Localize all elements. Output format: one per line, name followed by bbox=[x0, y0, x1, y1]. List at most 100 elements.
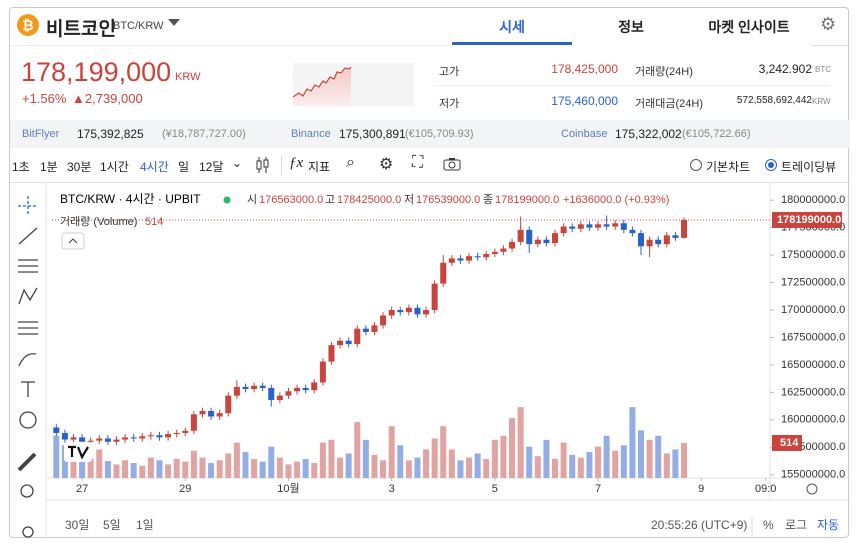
tool-icon[interactable]: ⛶ bbox=[412, 154, 424, 171]
range[interactable]: 30일 bbox=[65, 518, 89, 532]
volume-bar bbox=[431, 438, 438, 478]
scale-option[interactable]: 자동 bbox=[817, 518, 839, 532]
volume-bar bbox=[448, 449, 455, 478]
volume-bar bbox=[414, 457, 421, 478]
candle-body bbox=[646, 239, 653, 247]
sparkline-area bbox=[293, 67, 351, 106]
volume-bar bbox=[620, 445, 627, 478]
candle-body bbox=[233, 386, 240, 396]
tool-icon[interactable]: ⚙ bbox=[379, 156, 394, 173]
range[interactable]: 5일 bbox=[103, 518, 121, 532]
interval[interactable]: 12달 bbox=[199, 160, 224, 174]
volume-bar bbox=[104, 460, 111, 478]
volume-bar bbox=[577, 457, 584, 478]
candle-body bbox=[225, 395, 232, 414]
mode[interactable]: 트레이딩뷰 bbox=[781, 160, 837, 174]
candle-body bbox=[276, 395, 283, 401]
tab[interactable]: 마켓 인사이트 bbox=[708, 19, 790, 35]
emoji-icon[interactable] bbox=[19, 411, 37, 429]
volume-bar bbox=[543, 439, 550, 478]
scale-option[interactable]: 로그 bbox=[785, 518, 807, 532]
candle-body bbox=[113, 439, 120, 442]
radio[interactable] bbox=[764, 158, 778, 172]
crosshair-icon[interactable] bbox=[18, 196, 38, 216]
interval[interactable]: 1시간 bbox=[100, 160, 129, 174]
current-price: 178,199,000 bbox=[21, 57, 172, 87]
volume-tag-label: 514 bbox=[780, 437, 799, 449]
volume-tag bbox=[772, 434, 802, 451]
candle-body bbox=[208, 411, 215, 417]
tool-icon[interactable]: ⌕ bbox=[346, 154, 355, 171]
candle-body bbox=[362, 328, 369, 332]
candle-body bbox=[259, 385, 266, 388]
volume-bar bbox=[534, 456, 541, 478]
candle-body bbox=[457, 258, 464, 261]
y-tick-label: 180000000.0 bbox=[781, 194, 845, 206]
sparkline bbox=[293, 63, 414, 106]
more-icon[interactable] bbox=[22, 526, 34, 538]
volume-bar bbox=[165, 464, 172, 478]
fib-icon[interactable] bbox=[18, 321, 38, 335]
scale-option[interactable]: % bbox=[763, 518, 774, 532]
hline-icon[interactable] bbox=[18, 259, 38, 273]
brush-icon[interactable] bbox=[18, 353, 37, 367]
volume-bar bbox=[500, 435, 507, 478]
interval[interactable]: 1분 bbox=[40, 160, 58, 174]
reset-icon[interactable] bbox=[806, 483, 818, 495]
collapse-button[interactable] bbox=[61, 232, 85, 250]
candle-body bbox=[638, 233, 645, 247]
tab[interactable]: 정보 bbox=[618, 19, 644, 35]
settings[interactable]: ⚙ bbox=[820, 14, 837, 34]
candle-body bbox=[337, 340, 344, 346]
volume-bar bbox=[663, 453, 670, 478]
x-tick-label: 9 bbox=[698, 483, 704, 495]
volume-bar bbox=[337, 457, 344, 478]
camera-icon[interactable] bbox=[443, 157, 461, 171]
pattern-icon[interactable] bbox=[18, 287, 38, 305]
range[interactable]: 1일 bbox=[136, 518, 154, 532]
interval[interactable]: 4시간 bbox=[140, 160, 169, 174]
volume-bar bbox=[182, 461, 189, 478]
dropdown[interactable] bbox=[168, 19, 180, 26]
frame bbox=[9, 7, 849, 538]
zoom-icon[interactable] bbox=[20, 484, 34, 498]
volume-bar bbox=[655, 435, 662, 478]
pair[interactable]: BTC/KRW bbox=[113, 20, 164, 32]
volume-bar bbox=[595, 446, 602, 478]
mode[interactable]: 기본차트 bbox=[706, 160, 751, 174]
line-icon[interactable] bbox=[18, 227, 38, 245]
exchange-price: 175,322,002 bbox=[615, 127, 682, 141]
volume-bar bbox=[517, 407, 524, 478]
interval[interactable]: 30분 bbox=[67, 160, 92, 174]
volume-bar bbox=[371, 454, 378, 478]
interval[interactable]: 일 bbox=[178, 160, 190, 174]
stat-label: 저가 bbox=[439, 98, 460, 110]
ruler-icon[interactable] bbox=[17, 452, 37, 472]
volume-bar bbox=[199, 457, 206, 478]
volume-bar bbox=[483, 458, 490, 478]
exchange-name: Binance bbox=[291, 128, 331, 140]
interval[interactable]: 1초 bbox=[12, 160, 30, 174]
candle-body bbox=[285, 391, 292, 396]
legend-change: +1636000.0 (+0.93%) bbox=[563, 194, 669, 206]
candle-body bbox=[345, 340, 352, 345]
indicator[interactable]: 지표 bbox=[308, 160, 331, 174]
candle-body bbox=[216, 413, 223, 417]
radio[interactable] bbox=[689, 158, 703, 172]
volume-bar bbox=[560, 442, 567, 478]
candle-body bbox=[483, 253, 490, 258]
volume-bar bbox=[603, 435, 610, 478]
fx-icon[interactable]: ƒx bbox=[289, 155, 304, 171]
volume-title: 거래량 (Volume) bbox=[60, 215, 137, 228]
interval-more[interactable]: ⌄ bbox=[232, 156, 243, 170]
candle-icon[interactable] bbox=[255, 156, 271, 174]
text-icon[interactable] bbox=[21, 381, 35, 397]
volume-bar bbox=[302, 458, 309, 478]
tab[interactable]: 시세 bbox=[499, 19, 525, 35]
candle-body bbox=[139, 436, 146, 439]
candle-body bbox=[405, 307, 412, 313]
legend-value: 176539000.0 bbox=[416, 194, 480, 206]
y-tick-label: 172500000.0 bbox=[781, 276, 845, 288]
candle-body bbox=[423, 309, 430, 315]
candle-body bbox=[448, 258, 455, 263]
